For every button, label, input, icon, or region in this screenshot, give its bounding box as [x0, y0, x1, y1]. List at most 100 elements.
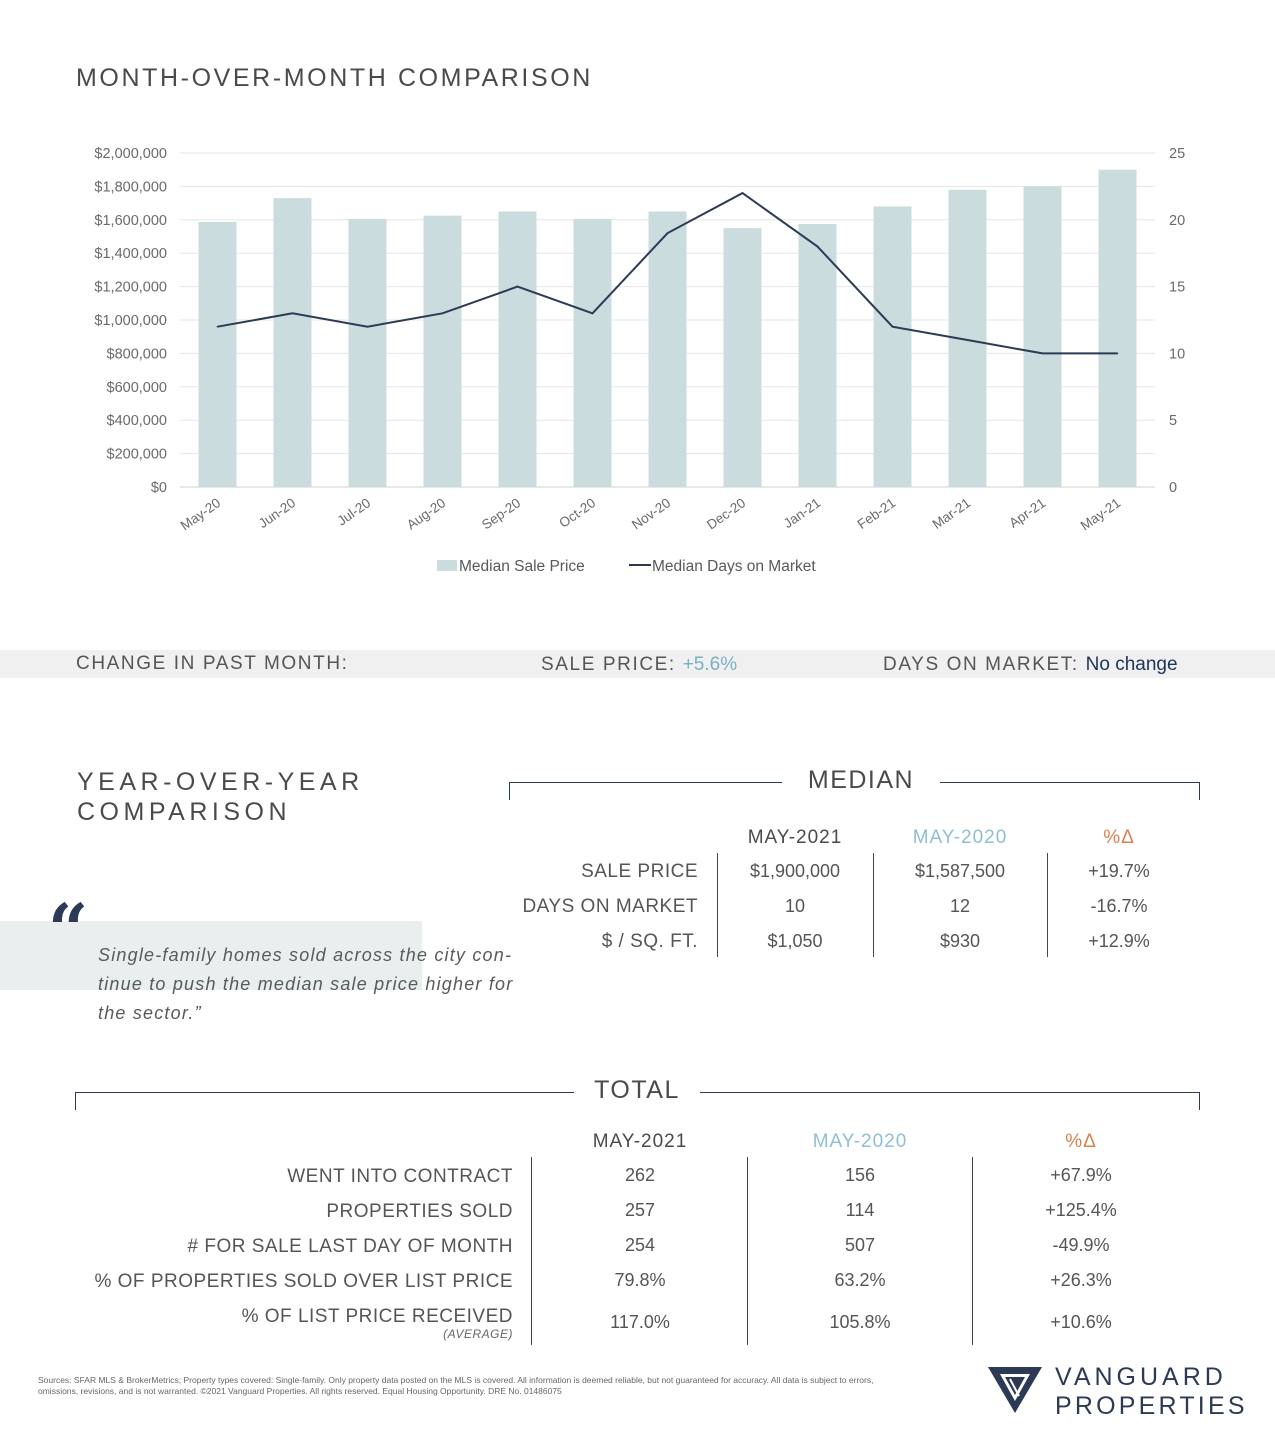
right-tick-label: 10: [1169, 346, 1185, 362]
x-tick-label: Nov-20: [629, 495, 673, 532]
bar-median-sale-price: [1098, 169, 1137, 487]
total-row-label: % OF PROPERTIES SOLD OVER LIST PRICE: [94, 1271, 513, 1292]
x-tick-label: Jun-20: [256, 495, 298, 531]
point-median-days-on-market: [366, 325, 369, 328]
days-on-market-change-label: DAYS ON MARKET:: [883, 654, 1079, 675]
x-tick-label: Jan-21: [781, 495, 823, 531]
point-median-days-on-market: [1116, 352, 1119, 355]
bar-median-sale-price: [798, 223, 837, 487]
point-median-days-on-market: [1041, 352, 1044, 355]
point-median-days-on-market: [816, 245, 819, 248]
x-tick-label: May-20: [178, 495, 223, 533]
total-cell-2020: 114: [845, 1200, 875, 1220]
logo-wordmark-properties: PROPERTIES: [1055, 1392, 1248, 1420]
month-over-month-chart: $0 $200,000 $400,000 $600,000 $800,000 $1,000…: [94, 146, 1185, 575]
page-title: MONTH-OVER-MONTH COMPARISON: [76, 64, 593, 92]
left-tick-label: $1,200,000: [94, 280, 167, 296]
change-in-past-month-band: CHANGE IN PAST MONTH: SALE PRICE: +5.6% …: [0, 650, 1275, 678]
total-cell-2021: 117.0%: [610, 1312, 670, 1332]
median-cell-2021: $1,050: [767, 931, 823, 951]
left-tick-label: $600,000: [107, 380, 167, 396]
point-median-days-on-market: [591, 312, 594, 315]
x-tick-label: Feb-21: [855, 495, 899, 532]
total-header-2021: MAY-2021: [592, 1131, 688, 1152]
median-row-label: $ / SQ. FT.: [601, 931, 698, 952]
logo-wordmark-vanguard: VANGUARD: [1055, 1363, 1227, 1391]
x-tick-label: Sep-20: [479, 495, 523, 532]
total-cell-2021: 262: [624, 1165, 656, 1185]
vanguard-logo: VANGUARD PROPERTIES: [988, 1363, 1248, 1420]
x-axis-tick-labels: May-20 Jun-20 Jul-20 Aug-20 Sep-20 Oct-20 Nov-…: [178, 495, 1123, 533]
legend-label-median-days: Median Days on Market: [652, 558, 816, 575]
x-tick-label: Mar-21: [930, 495, 974, 532]
point-median-days-on-market: [966, 339, 969, 341]
left-axis-tick-labels: $0 $200,000 $400,000 $600,000 $800,000 $1,000…: [94, 146, 167, 496]
chart-days-line: [216, 191, 1119, 355]
sale-price-change: SALE PRICE: +5.6%: [541, 654, 737, 676]
quote-mark-icon: “: [48, 888, 89, 971]
total-divider-1: [531, 1157, 532, 1345]
bar-median-sale-price: [273, 198, 312, 487]
x-tick-label: Jul-20: [334, 495, 373, 528]
total-row-label: % OF LIST PRICE RECEIVED: [241, 1306, 513, 1327]
legend-swatch-median-sale-price: [437, 560, 457, 571]
total-row-label: WENT INTO CONTRACT: [287, 1166, 513, 1187]
total-cell-2021: 257: [624, 1200, 656, 1220]
left-tick-label: $1,600,000: [94, 213, 167, 229]
median-header-2021: MAY-2021: [747, 827, 843, 848]
total-cell-pct: -49.9%: [1052, 1235, 1110, 1255]
total-cell-2020: 105.8%: [829, 1312, 891, 1332]
point-median-days-on-market: [741, 192, 744, 194]
right-axis-tick-labels: 0 5 10 15 20 25: [1169, 146, 1185, 496]
right-tick-label: 25: [1169, 146, 1185, 162]
right-tick-label: 5: [1169, 413, 1177, 429]
total-divider-2: [747, 1157, 748, 1345]
median-row-label: SALE PRICE: [581, 861, 698, 882]
total-cell-2020: 156: [844, 1165, 876, 1185]
point-median-days-on-market: [291, 312, 294, 315]
point-median-days-on-market: [891, 325, 894, 328]
right-tick-label: 20: [1169, 213, 1185, 229]
left-tick-label: $1,400,000: [94, 246, 167, 262]
left-tick-label: $0: [151, 480, 167, 496]
x-tick-label: May-21: [1078, 495, 1123, 533]
left-tick-label: $2,000,000: [94, 146, 167, 162]
median-cell-2021: 10: [784, 896, 806, 916]
total-cell-2021: 254: [624, 1235, 656, 1255]
legend-label-median-sale-price: Median Sale Price: [459, 558, 585, 575]
median-header-pct: %Δ: [1103, 827, 1135, 848]
quote-background: [0, 921, 422, 990]
median-divider-1: [717, 853, 718, 957]
right-tick-label: 0: [1169, 480, 1177, 496]
days-on-market-change-value: No change: [1085, 654, 1178, 675]
total-header-2020: MAY-2020: [812, 1131, 908, 1152]
total-cell-pct: +125.4%: [1045, 1200, 1117, 1220]
bar-median-sale-price: [498, 211, 537, 487]
days-on-market-change: DAYS ON MARKET: No change: [883, 654, 1178, 676]
total-title: TOTAL: [574, 1076, 700, 1105]
left-tick-label: $1,000,000: [94, 313, 167, 329]
median-cell-pct: +19.7%: [1088, 861, 1150, 881]
bar-median-sale-price: [573, 218, 612, 487]
left-tick-label: $1,800,000: [94, 179, 167, 195]
total-row-label: PROPERTIES SOLD: [326, 1201, 513, 1222]
x-tick-label: Oct-20: [556, 495, 598, 531]
total-divider-3: [972, 1157, 973, 1345]
total-cell-2021: 79.8%: [614, 1270, 666, 1290]
point-median-days-on-market: [666, 232, 669, 234]
median-cell-2021: $1,900,000: [749, 861, 841, 881]
median-divider-2: [873, 853, 874, 957]
bar-median-sale-price: [198, 221, 237, 487]
sources-footnote: Sources: SFAR MLS & BrokerMetrics; Prope…: [38, 1375, 874, 1396]
chart-bars: [198, 169, 1137, 488]
median-cell-pct: -16.7%: [1090, 896, 1148, 916]
chart-legend: Median Sale Price Median Days on Market: [437, 558, 816, 575]
right-tick-label: 15: [1169, 280, 1185, 296]
total-cell-pct: +10.6%: [1050, 1312, 1112, 1332]
median-cell-2020: $1,587,500: [914, 861, 1006, 881]
bar-median-sale-price: [423, 215, 462, 487]
point-median-days-on-market: [216, 325, 219, 328]
median-row-label: DAYS ON MARKET: [522, 896, 698, 917]
point-median-days-on-market: [441, 312, 444, 315]
median-title: MEDIAN: [782, 766, 940, 795]
